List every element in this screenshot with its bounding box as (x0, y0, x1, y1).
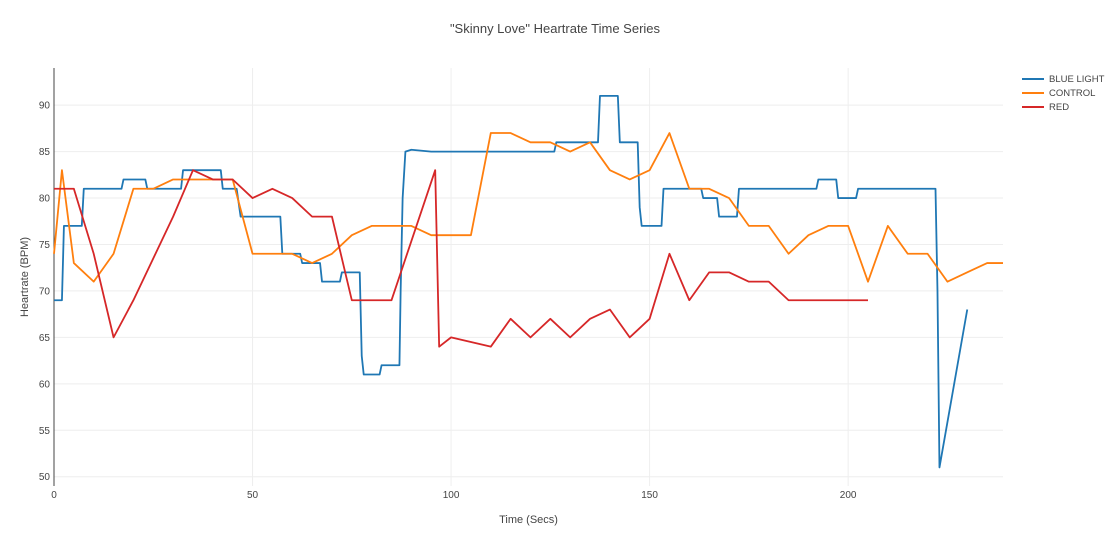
legend-swatch (1022, 78, 1044, 80)
legend-label: RED (1049, 101, 1070, 113)
y-tick-label: 55 (39, 426, 51, 437)
x-axis-ticks: 0 50 100 150 200 (51, 490, 857, 501)
y-tick-label: 85 (39, 147, 51, 158)
x-tick-label: 0 (51, 490, 57, 501)
y-tick-label: 65 (39, 333, 51, 344)
y-tick-label: 50 (39, 472, 51, 483)
x-tick-label: 200 (840, 490, 857, 501)
legend-swatch (1022, 92, 1044, 94)
series-line-blue-light (54, 94, 969, 469)
y-axis-ticks: 50 55 60 65 70 75 80 85 90 (39, 101, 51, 484)
series-line-red (54, 169, 868, 348)
y-tick-label: 90 (39, 101, 51, 112)
y-tick-label: 80 (39, 194, 51, 205)
legend-label: BLUE LIGHT (1049, 73, 1105, 85)
chart-title: "Skinny Love" Heartrate Time Series (449, 21, 661, 36)
legend-item[interactable]: BLUE LIGHT (1022, 72, 1104, 86)
y-axis-title: Heartrate (BPM) (19, 237, 31, 317)
x-tick-label: 50 (247, 490, 259, 501)
x-axis-title: Time (Secs) (499, 514, 558, 526)
legend-item[interactable]: CONTROL (1022, 86, 1104, 100)
x-tick-label: 150 (641, 490, 658, 501)
series-lines (53, 94, 1003, 469)
legend-label: CONTROL (1049, 87, 1096, 99)
y-tick-label: 60 (39, 379, 51, 390)
series-line-control (53, 132, 1003, 283)
legend-item[interactable]: RED (1022, 100, 1104, 114)
x-tick-label: 100 (443, 490, 460, 501)
y-tick-label: 70 (39, 286, 51, 297)
legend: BLUE LIGHT CONTROL RED (1022, 72, 1104, 114)
gridlines (54, 68, 1003, 486)
legend-swatch (1022, 106, 1044, 108)
y-tick-label: 75 (39, 240, 51, 251)
